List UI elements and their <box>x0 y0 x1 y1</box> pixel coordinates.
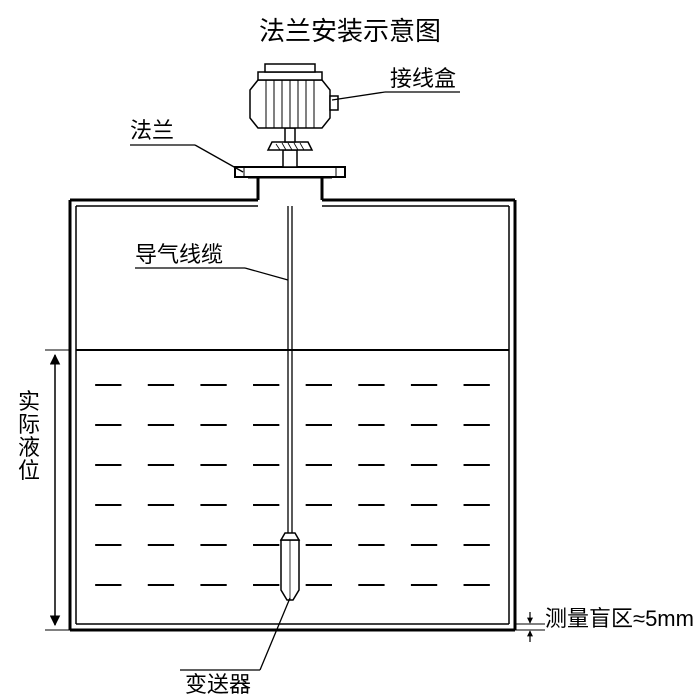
label-flange: 法兰 <box>130 118 174 143</box>
flange <box>235 167 345 177</box>
label-air-cable: 导气线缆 <box>135 242 223 267</box>
dim-actual-level <box>45 350 70 630</box>
leader-air-cable <box>135 268 288 280</box>
dim-blind-zone <box>515 612 545 642</box>
label-junction-box: 接线盒 <box>390 66 456 91</box>
transmitter-probe <box>281 533 299 600</box>
label-transmitter: 变送器 <box>185 672 251 697</box>
label-actual-level-vertical: 实际液位 <box>18 390 40 482</box>
diagram-title: 法兰安装示意图 <box>259 16 441 46</box>
leader-junction-box <box>332 92 460 100</box>
leader-flange <box>130 145 243 172</box>
stem <box>268 128 312 167</box>
label-blind-zone: 测量盲区≈5mm <box>545 606 694 631</box>
air-cable <box>288 206 292 533</box>
junction-box <box>250 64 338 128</box>
leader-transmitter <box>180 598 290 670</box>
